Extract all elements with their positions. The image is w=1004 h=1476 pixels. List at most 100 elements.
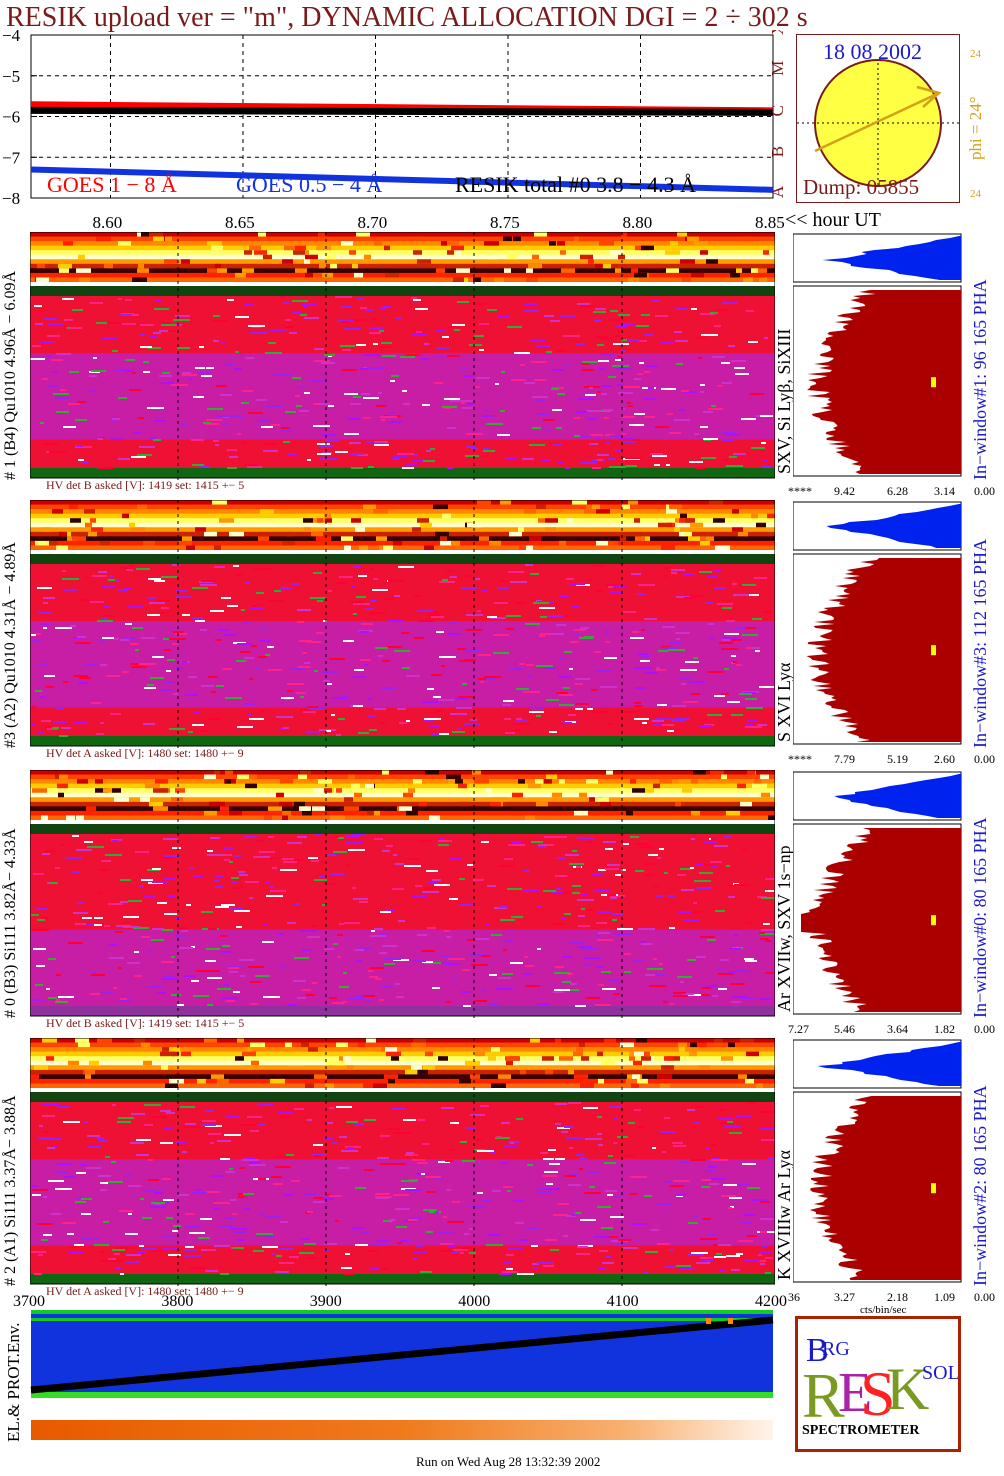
pha-tick-label: 3.14 [934, 484, 955, 498]
goes-class-label: X [768, 30, 787, 35]
envelope-label: EL.& PROT.Env. [4, 1322, 23, 1442]
dump-label: Dump: 05855 [803, 175, 920, 199]
goes-series [30, 101, 774, 193]
goes-x-tick-label: 8.60 [93, 213, 123, 232]
pha-tick-label: 5.46 [834, 1022, 855, 1036]
channel-line-label: S XVI Lyα [774, 662, 794, 742]
pha-red-spectrum [806, 558, 961, 742]
hv-status-text: HV det B asked [V]: 1419 set: 1415 +− 5 [46, 478, 245, 492]
goes-x-tick-label: 8.65 [225, 213, 255, 232]
logo-subtitle: SPECTROMETER [802, 1423, 920, 1438]
pha-tick-label: 3.27 [834, 1290, 855, 1304]
footer-run-date: Run on Wed Aug 28 13:32:39 2002 [416, 1454, 601, 1469]
phi-number-top: 24 [970, 48, 981, 60]
goes-y-tick-label: −6 [2, 108, 20, 127]
heat-strip [31, 1420, 773, 1440]
pha-tick-label: 1.82 [934, 1022, 955, 1036]
pha-blue-profile [826, 504, 961, 548]
spectrogram-image [30, 232, 775, 484]
channel-line-label: K XVIIIw Ar Lyα [774, 1150, 794, 1280]
pha-tick-label: 0.00 [974, 1290, 995, 1304]
hv-status-text: HV det B asked [V]: 1419 set: 1415 +− 5 [46, 1016, 245, 1030]
pha-red-spectrum [801, 828, 961, 1012]
pha-tick-label: 5.19 [887, 752, 908, 766]
spectrogram-image [30, 770, 775, 1022]
goes-class-label: B [768, 146, 787, 157]
svg-text:R: R [802, 1360, 845, 1431]
pha-marker [931, 377, 936, 388]
pha-histogram [793, 771, 962, 1015]
pha-tick-label: 1.09 [934, 1290, 955, 1304]
pha-histogram [793, 1039, 962, 1283]
channel-left-label: # 1 (B4) Qu1010 4.96Å − 6.09Å [2, 270, 19, 480]
goes-y-tick-label: −7 [2, 148, 21, 167]
pha-unit-label: cts/bin/sec [860, 1304, 907, 1316]
goes-class-label: C [768, 105, 787, 116]
pha-tick-label: 2.60 [934, 752, 955, 766]
pha-marker [931, 645, 936, 656]
channel-left-label: #3 (A2) Qu1010 4.31Å − 4.89Å [2, 542, 19, 748]
pha-red-spectrum [807, 290, 961, 474]
pha-red-spectrum [809, 1096, 961, 1280]
in-window-label: In−window#2: 80 165 PHA [970, 1085, 990, 1286]
svg-text:B: B [806, 1332, 829, 1369]
pha-blue-profile [817, 1042, 961, 1086]
pha-tick-label: 6.28 [887, 484, 908, 498]
pha-tick-label: 7.27 [788, 1022, 809, 1036]
channel-line-label: SXV, Si Lyβ, SiXIII [774, 328, 794, 474]
in-window-label: In−window#3: 112 165 PHA [970, 539, 990, 748]
pha-blue-profile [822, 236, 961, 280]
pha-tick-label: **** [788, 484, 812, 498]
hv-status-text: HV det A asked [V]: 1480 set: 1480 +− 9 [46, 1284, 244, 1298]
bottom-x-ticks: 3700 3800 3900 4000 4100 4200 [13, 1293, 787, 1310]
goes-y-tick-label: −5 [2, 67, 20, 86]
pha-tick-label: 0.00 [974, 484, 995, 498]
goes-x-tick-label: 8.80 [623, 213, 653, 232]
goes-grid [31, 35, 774, 198]
legend-goes-long: GOES 1 − 8 Å [47, 172, 177, 197]
phi-label: phi = 24° [966, 96, 985, 160]
spectrogram-image [30, 500, 775, 752]
pha-tick-label: **** [788, 752, 812, 766]
goes-class-labels: X M C B A [768, 30, 787, 198]
goes-light-curve-panel: −4 −5 −6 −7 −8 8.60 8.65 8.70 8.75 8.80 8.85 X M C B… [2, 30, 787, 232]
legend-resik-total: RESIK total #0 3.8 − 4.3 Å [455, 172, 696, 197]
goes-class-label: M [768, 61, 787, 76]
pha-tick-label: 3.64 [887, 1022, 908, 1036]
svg-text:RG: RG [822, 1338, 850, 1360]
pha-marker [931, 1183, 936, 1194]
channel-left-label: # 2 (A1) Si111 3.37Å− 3.88Å [2, 1095, 19, 1287]
goes-y-tick-label: −8 [2, 189, 20, 208]
pha-blue-profile [834, 774, 961, 818]
sun-disc-icon [797, 59, 959, 187]
bottom-x-tick-label: 3900 [310, 1293, 342, 1310]
hv-status-text: HV det A asked [V]: 1480 set: 1480 +− 9 [46, 746, 244, 760]
phi-number-bottom: 24 [970, 188, 981, 200]
x-axis-unit: << hour UT [785, 209, 881, 231]
pha-marker [931, 915, 936, 926]
pha-tick-label: 0.00 [974, 752, 995, 766]
goes-series-line [30, 106, 774, 116]
spectrogram-image [30, 1038, 775, 1290]
channel-line-label: Ar XVIIw, SXV 1s−np [774, 845, 794, 1012]
goes-x-ticks: 8.60 8.65 8.70 8.75 8.80 8.85 [93, 213, 785, 232]
goes-x-tick-label: 8.85 [755, 213, 785, 232]
goes-y-tick-label: −4 [2, 30, 21, 45]
goes-class-label: A [768, 185, 787, 198]
envelope-trend-line [30, 1316, 774, 1394]
goes-x-tick-label: 8.70 [358, 213, 388, 232]
pha-histogram [793, 501, 962, 745]
page-title: RESIK upload ver = "m", DYNAMIC ALLOCATI… [6, 2, 808, 33]
pha-histogram [793, 233, 962, 477]
in-window-label: In−window#0: 80 165 PHA [970, 817, 990, 1018]
pha-tick-label: 2.18 [887, 1290, 908, 1304]
resik-logo: B RG R E S K SOLAR SPECTROMETER [795, 1316, 988, 1452]
goes-y-ticks: −4 −5 −6 −7 −8 [2, 30, 37, 208]
svg-text:E: E [838, 1362, 872, 1424]
svg-text:K: K [886, 1356, 929, 1422]
bottom-x-tick-label: 3800 [161, 1293, 193, 1310]
pha-tick-label: 36 [788, 1290, 800, 1304]
svg-text:S: S [860, 1358, 896, 1429]
resik-logo-icon: B RG R E S K SOLAR [802, 1332, 988, 1431]
in-window-label: In−window#1: 96 165 PHA [970, 279, 990, 480]
